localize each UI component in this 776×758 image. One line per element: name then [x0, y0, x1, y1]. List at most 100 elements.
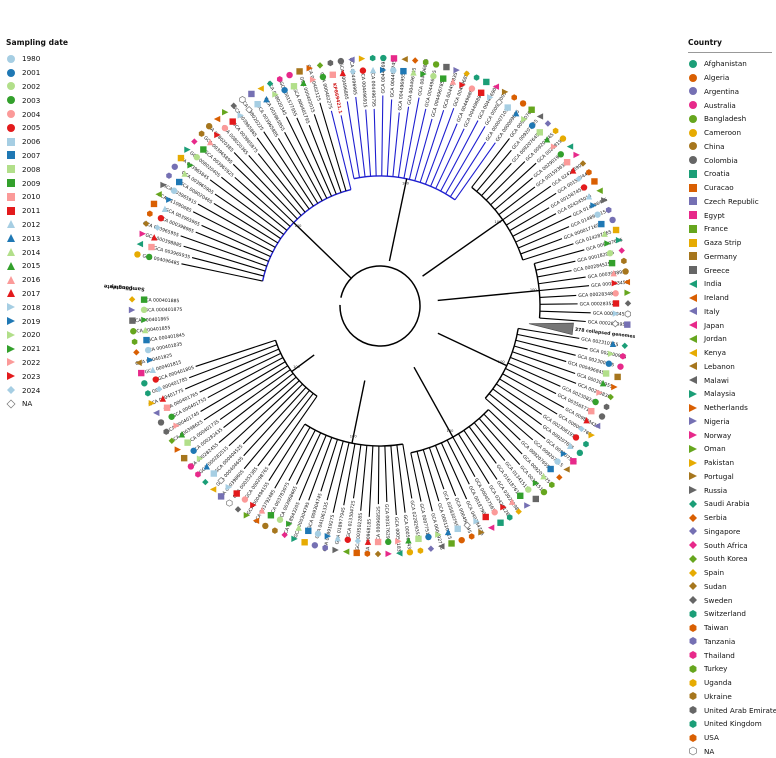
country-marker: [222, 109, 228, 115]
tip-branch: [472, 138, 510, 187]
country-marker: [218, 493, 224, 499]
tip-text: GCA 004496745: [389, 60, 397, 98]
sampling-date-marker: [478, 90, 484, 96]
tip-branch: [181, 236, 267, 266]
tip-branch: [493, 389, 542, 425]
tip-branch: [523, 244, 574, 260]
tip-label: GCA 004496795: [369, 69, 376, 107]
bootstrap-label: 100: [402, 182, 410, 186]
sampling-date-marker: [400, 68, 406, 74]
bootstrap-label: 100: [494, 220, 502, 224]
sampling-date-marker: [483, 514, 489, 520]
tip-branch: [496, 384, 541, 414]
tip-text: GCA 000401855: [133, 325, 171, 335]
sampling-date-marker: [440, 75, 446, 81]
country-marker: [129, 307, 135, 313]
tip-text: GCA 000501835: [393, 517, 402, 555]
sampling-date-marker: [564, 159, 570, 165]
tip-text: GCA 000401865: [131, 316, 169, 324]
tip-branch: [431, 124, 457, 187]
sampling-date-marker: [230, 118, 236, 124]
country-marker: [619, 247, 625, 253]
tip-label: GCA 013304725: [346, 500, 357, 538]
tip-branch: [387, 99, 391, 176]
sampling-date-marker: [455, 526, 461, 532]
tip-label: GCA 004496745: [389, 60, 397, 98]
sampling-date-marker: [254, 101, 260, 107]
tip-text: GCA 000401875: [145, 307, 183, 314]
country-marker: [622, 268, 628, 274]
tip-branch: [244, 387, 306, 455]
tip-text: GCA 000283455: [591, 280, 629, 290]
tip-label: GCA 000283455: [591, 280, 629, 290]
tip-branch: [404, 98, 419, 179]
tip-branch: [423, 450, 439, 502]
tip-branch: [458, 434, 489, 484]
country-marker: [625, 300, 631, 306]
tip-branch: [391, 446, 396, 515]
sampling-date-marker: [607, 250, 613, 256]
country-marker: [166, 173, 172, 179]
tip-branch: [538, 277, 585, 284]
sampling-date-marker: [573, 434, 579, 440]
tip-branch: [540, 295, 576, 297]
tip-branch: [397, 445, 405, 513]
tip-branch: [398, 107, 408, 178]
country-marker: [563, 466, 569, 472]
clade-stem: [414, 367, 453, 437]
tip-branch: [297, 118, 332, 196]
tip-branch: [341, 115, 354, 178]
country-marker: [567, 143, 573, 149]
tip-branch: [503, 186, 551, 220]
tip-label: GCA 000283485: [578, 291, 616, 299]
sampling-date-marker: [168, 414, 174, 420]
tip-label: GCA 004496915: [359, 70, 368, 108]
country-marker: [497, 520, 503, 526]
country-marker: [401, 56, 407, 62]
country-marker: [301, 539, 307, 545]
tip-branch: [374, 109, 376, 176]
country-marker: [553, 128, 559, 134]
root-arc: [340, 266, 420, 346]
tip-label: GCA 000283525: [580, 301, 618, 307]
country-marker: [443, 64, 449, 70]
country-marker: [591, 178, 597, 184]
country-marker: [343, 548, 349, 554]
country-marker: [614, 374, 620, 380]
sampling-date-marker: [145, 347, 151, 353]
tip-branch: [385, 446, 387, 502]
sampling-date-marker: [158, 215, 164, 221]
bootstrap-label: 100: [498, 360, 506, 364]
sampling-date-marker: [153, 376, 159, 382]
country-marker: [227, 500, 233, 506]
sampling-date-marker: [525, 486, 531, 492]
clade-stem: [292, 355, 314, 372]
country-marker: [549, 482, 555, 488]
sampling-date-marker: [537, 129, 543, 135]
sampling-date-marker: [385, 539, 391, 545]
country-marker: [312, 542, 318, 548]
bootstrap-label: 100: [295, 224, 303, 228]
tip-text: GCA 003176295: [383, 504, 390, 542]
country-marker: [178, 155, 184, 161]
tip-branch: [517, 334, 588, 349]
tip-label: GCA 000401855: [133, 325, 171, 335]
tip-text: GCA 000283525: [580, 301, 618, 307]
sampling-date-marker: [305, 528, 311, 534]
country-marker: [359, 55, 365, 61]
country-marker: [469, 533, 475, 539]
tip-label: GCA 004496965: [348, 57, 358, 95]
country-marker: [448, 540, 454, 546]
tip-branch: [393, 113, 399, 177]
sampling-date-marker: [425, 534, 431, 540]
tip-text: GCA 000496805: [338, 62, 350, 100]
country-marker: [511, 94, 517, 100]
tip-text: GCA 000501435: [402, 514, 413, 552]
country-marker: [520, 100, 526, 106]
country-marker: [286, 72, 292, 78]
country-marker: [524, 502, 530, 508]
country-marker: [599, 413, 605, 419]
country-marker: [596, 188, 602, 194]
tip-branch: [484, 414, 522, 454]
country-marker: [533, 496, 539, 502]
